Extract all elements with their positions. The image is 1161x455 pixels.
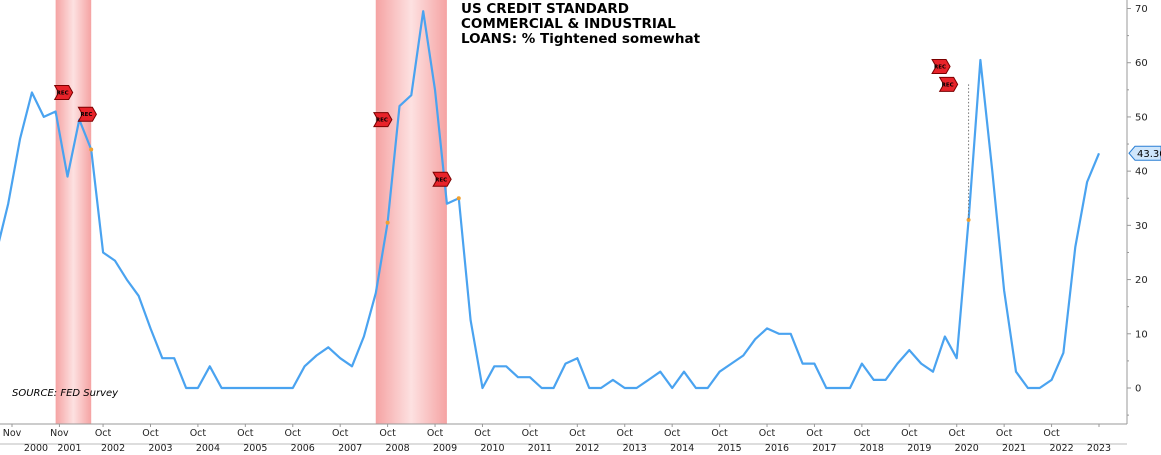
x-tick-label: Oct [759,428,776,439]
event-dot [89,147,94,152]
y-tick-label: 30 [1135,221,1148,232]
x-tick-label: Oct [379,428,396,439]
x-tick-label: Oct [806,428,823,439]
x-tick-label: Oct [617,428,634,439]
rec-marker-layer: REC REC REC REC REC REC [53,59,959,187]
rec-marker: REC [938,76,959,92]
x-tick-label: Oct [664,428,681,439]
x-year-label: 2011 [528,443,552,454]
x-year-label: 2008 [386,443,410,454]
rec-marker: REC [432,171,452,187]
x-year-label: 2003 [148,443,172,454]
x-tick-label: Oct [569,428,586,439]
axes [0,0,1131,445]
last-value-badge-shape [1128,145,1161,161]
rec-marker: REC [373,112,393,128]
recession-shading-layer [55,0,447,424]
rec-marker: REC [77,106,97,122]
x-year-label: 2009 [433,443,457,454]
x-tick-label: Oct [1043,428,1060,439]
x-tick-label: Oct [237,428,254,439]
x-tick-label: Oct [901,428,918,439]
x-tick-label: Oct [474,428,491,439]
x-tick-label: Oct [427,428,444,439]
rec-marker-shape [931,59,951,75]
y-tick-label: 50 [1135,112,1148,123]
x-year-label: 2022 [1049,443,1073,454]
chart-title-line-1: US CREDIT STANDARD [461,1,629,17]
x-year-label: 2016 [765,443,789,454]
x-tick-label: Oct [711,428,728,439]
rec-marker-label: REC [376,118,388,124]
event-dot [456,196,461,201]
x-year-label: 2007 [338,443,362,454]
x-year-label: 2006 [291,443,315,454]
x-tick-label: Nov [50,428,69,439]
x-year-label: 2023 [1087,443,1111,454]
rec-marker-shape [938,76,959,92]
x-year-label: 2015 [717,443,741,454]
event-dot [966,217,971,222]
x-tick-label: Oct [854,428,871,439]
rec-marker-label: REC [57,91,69,97]
x-year-label: 2013 [623,443,647,454]
rec-marker-shape [77,106,97,122]
recession-band-2 [375,0,447,424]
y-tick-label: 0 [1135,384,1141,395]
y-tick-label: 20 [1135,275,1148,286]
x-year-label: 2021 [1002,443,1026,454]
series-line-1 [0,10,1101,390]
chart-title-line-2: COMMERCIAL & INDUSTRIAL [461,16,676,32]
y-tick-label: 70 [1135,4,1148,15]
x-year-label: 2020 [955,443,979,454]
chart-title-line-3: LOANS: % Tightened somewhat [461,31,701,47]
x-tick-label: Oct [190,428,207,439]
rec-marker-label: REC [435,177,447,183]
rec-marker-label: REC [934,65,946,71]
rec-marker-label: REC [942,82,954,88]
rec-marker-label: REC [80,112,92,118]
recession-band-1 [55,0,92,424]
y-tick-label: 10 [1135,329,1148,340]
event-dot [385,220,390,225]
x-tick-label: Oct [949,428,966,439]
x-year-label: 2004 [196,443,220,454]
x-year-label: 2012 [575,443,599,454]
rec-marker-shape [373,112,393,128]
x-year-label: 2002 [101,443,125,454]
x-tick-label: Oct [332,428,349,439]
x-year-label: 2017 [812,443,836,454]
x-tick-label: Nov [3,428,22,439]
rec-marker-shape [53,85,74,101]
x-year-label: 2001 [57,443,81,454]
x-year-label: 2014 [670,443,694,454]
source-note: SOURCE: FED Survey [12,388,119,399]
x-tick-label: Oct [522,428,539,439]
last-value-label: 43.30 [1137,149,1161,160]
chart-title: US CREDIT STANDARD COMMERCIAL & INDUSTRI… [461,2,700,47]
x-year-label: 2000 [24,443,48,454]
x-tick-label: Oct [95,428,112,439]
x-year-label: 2010 [480,443,504,454]
x-year-label: 2019 [907,443,931,454]
rec-marker: REC [931,59,951,75]
x-year-label: 2018 [860,443,884,454]
x-year-label: 2005 [243,443,267,454]
rec-marker-shape [432,171,452,187]
last-value-badge: 43.30 [1128,145,1161,161]
y-tick-label: 40 [1135,167,1148,178]
rec-marker: REC [53,85,74,101]
series-layer [0,10,1101,390]
y-tick-label: 60 [1135,58,1148,69]
x-tick-label: Oct [996,428,1013,439]
x-tick-label: Oct [142,428,159,439]
x-tick-label: Oct [285,428,302,439]
